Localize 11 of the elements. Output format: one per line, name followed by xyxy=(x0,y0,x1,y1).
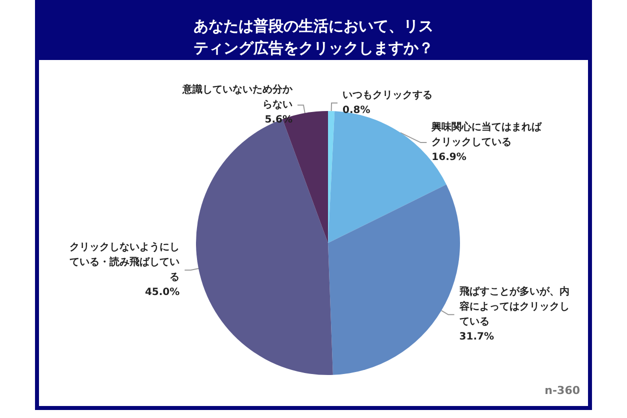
slice-label: いつもクリックする xyxy=(342,90,433,102)
slice-label: 意識していないため分からない xyxy=(181,84,294,111)
data-label: 16.9% xyxy=(432,152,466,164)
text: n-360 xyxy=(544,384,580,397)
chart-title: あなたは普段の生活において、リスティング広告をクリックしますか？ xyxy=(194,17,434,57)
slice-label: 興味関心に当てはまればクリックしている xyxy=(430,121,543,148)
slice-label: 飛ばすことが多いが、内容によってはクリックしている xyxy=(458,286,570,328)
slice-label: クリックしないようにしている・読み飛ばしている xyxy=(70,242,180,284)
data-label: 31.7% xyxy=(459,332,494,343)
data-label: 0.8% xyxy=(342,105,370,116)
data-label: 45.0% xyxy=(144,287,180,298)
